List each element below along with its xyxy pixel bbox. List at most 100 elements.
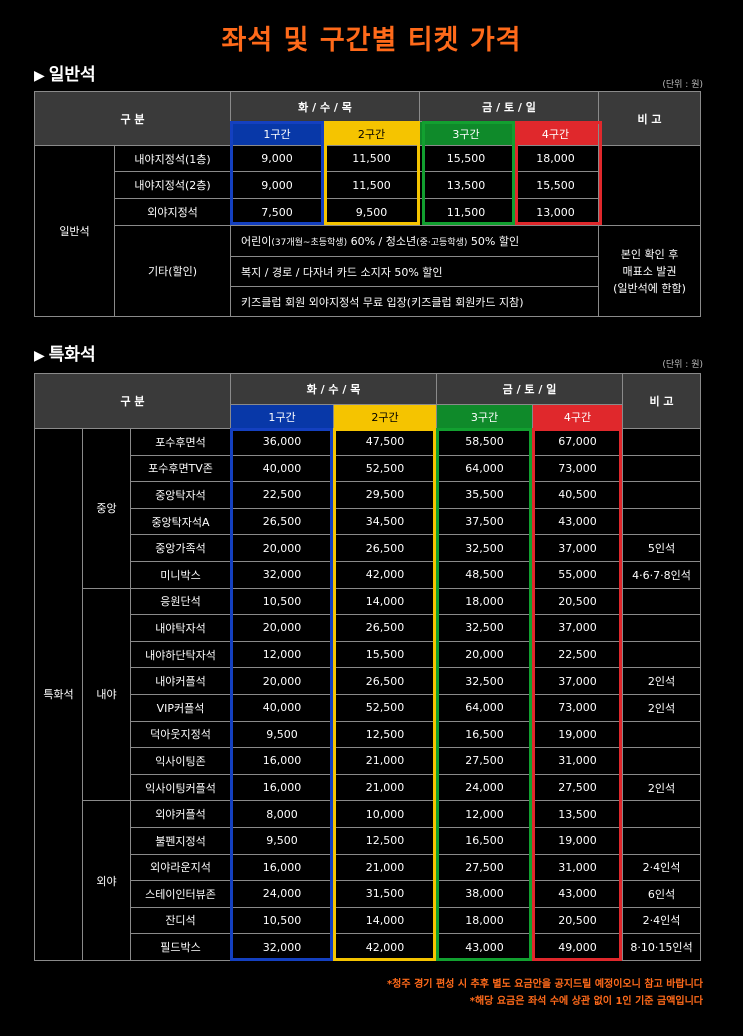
price-cell: 73,000 <box>532 693 623 722</box>
seat-name: 미니박스 <box>130 560 231 589</box>
price-cell: 40,500 <box>532 481 623 509</box>
price-cell: 32,000 <box>230 560 334 589</box>
price-cell: 13,500 <box>532 800 623 828</box>
price-cell: 10,000 <box>333 800 437 828</box>
price-cell: 32,500 <box>436 667 533 695</box>
price-cell: 12,000 <box>436 800 533 828</box>
note-line: (일반석에 한함) <box>613 281 686 295</box>
price-cell: 64,000 <box>436 693 533 722</box>
section-label: 외야 <box>82 800 131 961</box>
seat-name: 외야지정석 <box>113 198 232 226</box>
price-cell: 37,500 <box>436 507 533 536</box>
footnote: *청주 경기 편성 시 추후 별도 요금안을 공지드릴 예정이오니 참고 바랍니… <box>386 979 703 990</box>
price-cell: 73,000 <box>532 454 623 483</box>
note-cell <box>622 454 701 483</box>
header-gubun: 구 분 <box>34 373 231 429</box>
seat-name: 외야커플석 <box>130 800 231 828</box>
price-cell: 16,000 <box>230 853 334 882</box>
price-cell: 64,000 <box>436 454 533 483</box>
price-cell: 40,000 <box>230 454 334 483</box>
price-cell: 15,500 <box>333 640 437 669</box>
note-cell <box>598 145 702 226</box>
special-unit-label: (단위 : 원) <box>662 360 703 370</box>
price-cell: 8,000 <box>230 800 334 828</box>
triangle-icon: ▶ <box>34 68 45 84</box>
price-cell: 9,500 <box>230 720 334 749</box>
price-cell: 20,000 <box>436 640 533 669</box>
price-cell: 36,000 <box>230 428 334 456</box>
note-cell <box>622 720 701 749</box>
price-cell: 38,000 <box>436 880 533 908</box>
price-cell: 48,500 <box>436 560 533 589</box>
seat-name: 내야탁자석 <box>130 614 231 642</box>
price-cell: 21,000 <box>333 773 437 802</box>
seat-name: 필드박스 <box>130 933 231 961</box>
seat-name: 내야지정석(2층) <box>113 171 232 199</box>
general-group-label: 일반석 <box>34 145 115 317</box>
price-cell: 9,500 <box>230 826 334 855</box>
triangle-icon: ▶ <box>34 348 45 364</box>
seat-name: 스테이인터뷰존 <box>130 880 231 908</box>
seat-name: 중앙가족석 <box>130 534 231 562</box>
price-cell: 43,000 <box>532 507 623 536</box>
price-cell: 21,000 <box>333 853 437 882</box>
special-group-label: 특화석 <box>34 428 83 961</box>
seat-name: 중앙탁자석A <box>130 507 231 536</box>
etc-discount-label: 기타(할인) <box>113 225 232 317</box>
zone-4-header: 4구간 <box>512 121 600 146</box>
seat-name: 익사이팅커플석 <box>130 773 231 802</box>
price-cell: 27,500 <box>436 853 533 882</box>
price-cell: 11,500 <box>323 145 421 172</box>
footnote: *해당 요금은 좌석 수에 상관 없이 1인 기준 금액입니다 <box>469 996 703 1007</box>
special-price-table: 구 분 화 / 수 / 목 금 / 토 / 일 비 고 1구간 2구간 3구간 … <box>34 373 701 961</box>
price-cell: 31,000 <box>532 747 623 775</box>
zone-4-header: 4구간 <box>532 404 623 429</box>
header-note: 비 고 <box>598 91 702 146</box>
price-cell: 7,500 <box>230 198 325 226</box>
note-cell: 5인석 <box>622 534 701 562</box>
discount-text: 60% / 청소년 <box>347 235 417 248</box>
price-cell: 42,000 <box>333 560 437 589</box>
price-cell: 18,000 <box>436 587 533 616</box>
zone-2-header: 2구간 <box>323 121 421 146</box>
header-weekend: 금 / 토 / 일 <box>436 373 623 405</box>
discount-text: 어린이 <box>241 235 272 248</box>
note-cell <box>622 800 701 828</box>
price-cell: 10,500 <box>230 587 334 616</box>
price-cell: 43,000 <box>532 880 623 908</box>
price-cell: 52,500 <box>333 693 437 722</box>
price-cell: 9,000 <box>230 171 325 199</box>
price-cell: 31,500 <box>333 880 437 908</box>
price-cell: 15,500 <box>512 171 600 199</box>
price-cell: 26,500 <box>333 667 437 695</box>
price-cell: 67,000 <box>532 428 623 456</box>
seat-name: 응원단석 <box>130 587 231 616</box>
price-cell: 32,500 <box>436 534 533 562</box>
note-cell: 8·10·15인석 <box>622 933 701 961</box>
price-cell: 55,000 <box>532 560 623 589</box>
zone-3-header: 3구간 <box>419 121 514 146</box>
discount-note: 본인 확인 후 매표소 발권 (일반석에 한함) <box>598 225 702 317</box>
section-label: 내야 <box>82 587 131 802</box>
price-cell: 13,000 <box>512 198 600 226</box>
special-heading-label: 특화석 <box>48 345 96 365</box>
price-cell: 37,000 <box>532 667 623 695</box>
page-title: 좌석 및 구간별 티켓 가격 <box>221 25 522 56</box>
zone-1-header: 1구간 <box>230 121 325 146</box>
price-cell: 20,500 <box>532 906 623 935</box>
price-cell: 27,500 <box>436 747 533 775</box>
special-section-heading: ▶ 특화석 <box>34 340 96 365</box>
note-cell <box>622 428 701 456</box>
price-cell: 11,500 <box>419 198 514 226</box>
price-cell: 22,500 <box>532 640 623 669</box>
price-cell: 14,000 <box>333 906 437 935</box>
price-cell: 26,500 <box>333 614 437 642</box>
discount-line: 복지 / 경로 / 다자녀 카드 소지자 50% 할인 <box>230 256 600 287</box>
price-cell: 21,000 <box>333 747 437 775</box>
price-cell: 18,000 <box>512 145 600 172</box>
price-cell: 31,000 <box>532 853 623 882</box>
header-weekend: 금 / 토 / 일 <box>419 91 600 122</box>
note-cell: 2인석 <box>622 773 701 802</box>
discount-small-text: (37개월~초등학생) <box>271 238 348 248</box>
price-cell: 11,500 <box>323 171 421 199</box>
